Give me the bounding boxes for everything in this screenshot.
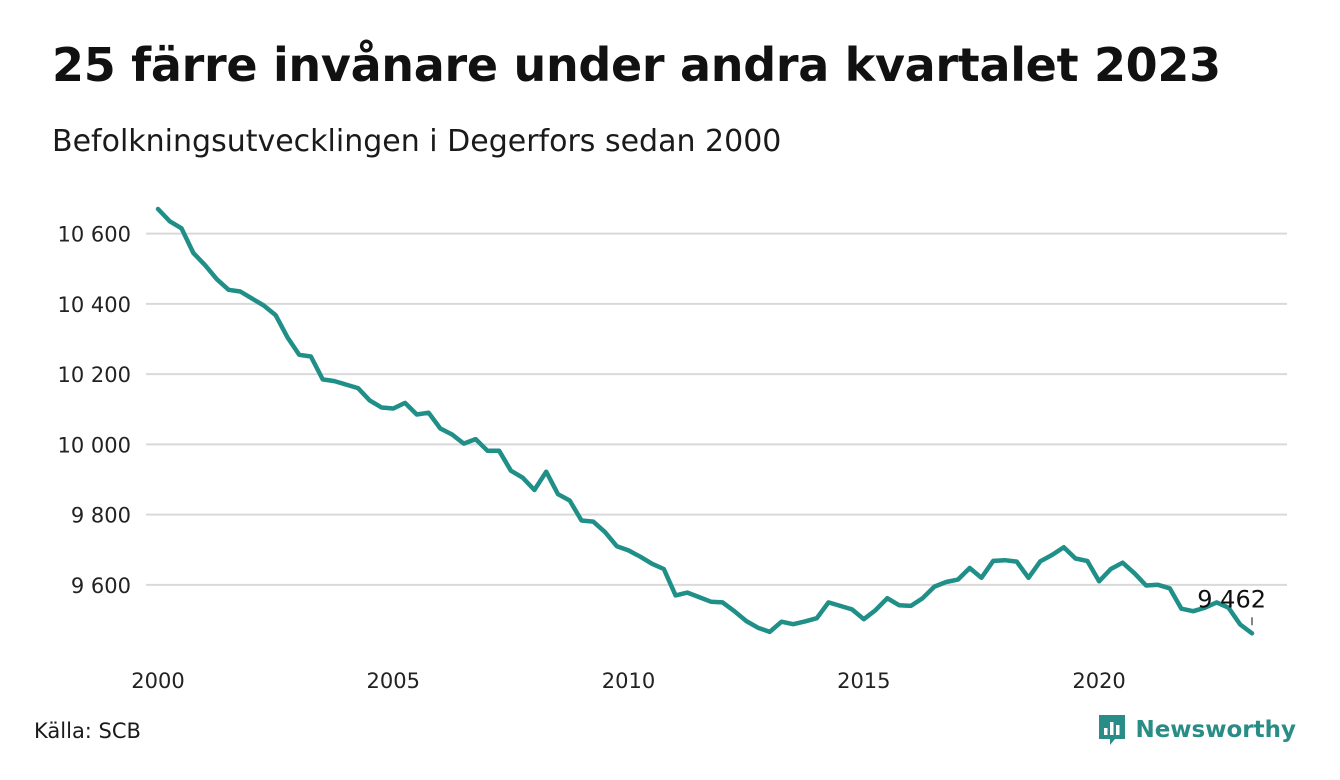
y-tick-label: 9 600 [71, 574, 131, 598]
bar-chart-speech-bubble-icon [1099, 715, 1126, 745]
gridlines [146, 232, 1287, 586]
chart-title: 25 färre invånare under andra kvartalet … [52, 38, 1221, 92]
y-tick-label: 10 600 [58, 223, 131, 247]
y-axis-ticks: 9 600 9 800 10 000 10 200 10 400 10 600 [58, 223, 131, 598]
series-layer [155, 206, 1255, 636]
x-tick-label: 2020 [1072, 669, 1125, 693]
x-tick-label: 2015 [837, 669, 890, 693]
x-tick-label: 2010 [602, 669, 655, 693]
y-tick-label: 9 800 [71, 504, 131, 528]
y-tick-label: 10 400 [58, 293, 131, 317]
source-credit: Källa: SCB [34, 719, 141, 743]
x-tick-label: 2005 [367, 669, 420, 693]
logo-text: Newsworthy [1135, 717, 1296, 743]
x-tick-label: 2000 [131, 669, 184, 693]
annotations: 9 462 [1197, 585, 1266, 626]
newsworthy-logo[interactable]: Newsworthy [1097, 713, 1296, 747]
end-value-label: 9 462 [1197, 585, 1266, 613]
x-axis-ticks: 2000 2005 2010 2015 2020 [131, 669, 1126, 693]
chart-subtitle: Befolkningsutvecklingen i Degerfors seda… [52, 124, 782, 159]
y-tick-label: 10 200 [58, 363, 131, 387]
y-tick-label: 10 000 [58, 433, 131, 457]
series-line [155, 206, 1255, 636]
